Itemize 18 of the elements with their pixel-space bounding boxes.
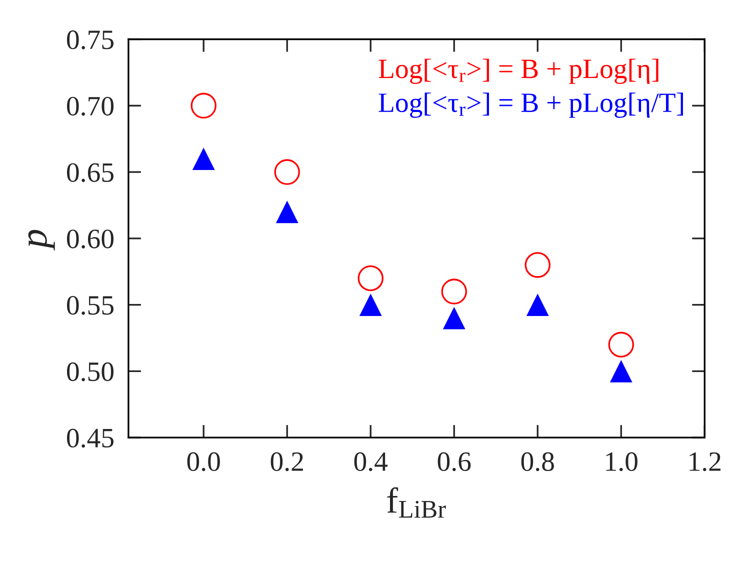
text: Log[<τ$_{r}$>] = B + pLog[η]: [378, 58, 658, 84]
x-tick-label: 1.0: [606, 452, 638, 472]
y-tick-label: 0.70: [67, 96, 114, 116]
x-axis-title: f$_{LiBr}$: [387, 487, 446, 518]
y-tick-label: 0.45: [67, 428, 114, 448]
y-tick-label: 0.75: [67, 30, 114, 50]
y-tick-label: 0.65: [67, 163, 114, 182]
x-tick-label: 0.6: [438, 452, 471, 472]
y-tick-label: 0.55: [67, 296, 114, 315]
x-tick-label: 0.8: [521, 452, 554, 472]
x-tick-label: 0.2: [270, 452, 303, 472]
y-tick-label: 0.50: [67, 362, 114, 382]
y-axis-title: p: [28, 230, 55, 250]
x-tick-label: 0.0: [187, 452, 220, 472]
x-tick-label: 0.4: [354, 452, 388, 472]
x-tick-label: 1.2: [690, 452, 720, 472]
text: Log[<τ$_{r}$>] = B + pLog[η/T]: [378, 92, 683, 118]
y-tick-label: 0.60: [67, 230, 114, 248]
